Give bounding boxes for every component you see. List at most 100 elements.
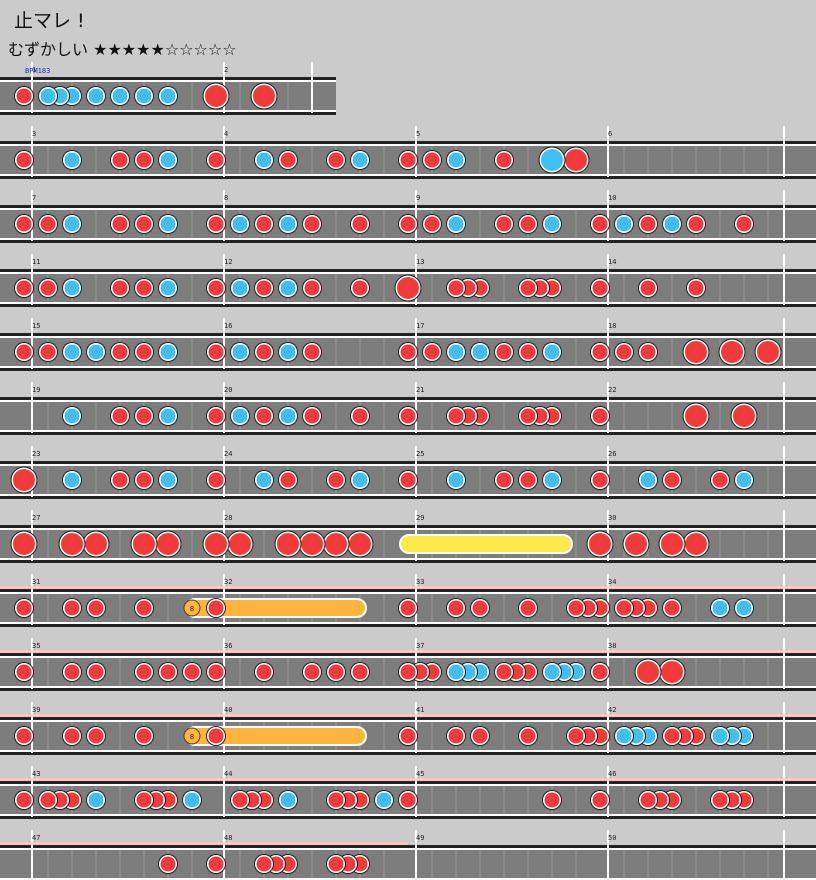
big-don-note <box>349 533 371 555</box>
don-note <box>232 792 248 808</box>
ka-note <box>160 152 176 168</box>
don-note <box>88 600 104 616</box>
don-note <box>88 664 104 680</box>
measure-number: 7 <box>32 194 36 202</box>
don-note <box>640 344 656 360</box>
measure-number: 30 <box>608 514 616 522</box>
lane-border-bottom <box>0 240 816 243</box>
lane <box>0 850 816 878</box>
lane-border-top <box>0 461 816 464</box>
big-don-note <box>85 533 107 555</box>
big-don-note <box>13 533 35 555</box>
measure-number: 5 <box>416 130 420 138</box>
ka-note <box>280 344 296 360</box>
measure-number: 2 <box>224 66 228 74</box>
ka-note <box>232 344 248 360</box>
don-note <box>304 408 320 424</box>
ka-note <box>88 344 104 360</box>
ka-note <box>40 88 56 104</box>
don-note <box>208 472 224 488</box>
lane-border-top <box>0 653 816 656</box>
don-note <box>400 344 416 360</box>
balloon-head <box>183 599 201 617</box>
ka-note <box>160 216 176 232</box>
don-note <box>520 408 536 424</box>
don-note <box>328 152 344 168</box>
ka-note <box>256 152 272 168</box>
don-note <box>112 216 128 232</box>
don-note <box>640 216 656 232</box>
big-don-note <box>277 533 299 555</box>
don-note <box>568 728 584 744</box>
don-note <box>688 280 704 296</box>
ka-note <box>64 152 80 168</box>
ka-note <box>544 664 560 680</box>
ka-note <box>448 344 464 360</box>
don-note <box>400 152 416 168</box>
don-note <box>520 216 536 232</box>
ka-note <box>712 600 728 616</box>
don-note <box>208 344 224 360</box>
big-don-note <box>721 341 743 363</box>
don-note <box>208 600 224 616</box>
don-note <box>136 600 152 616</box>
don-note <box>496 472 512 488</box>
ka-note <box>544 344 560 360</box>
don-note <box>136 408 152 424</box>
balloon-count: 8 <box>190 733 194 741</box>
measure-number: 21 <box>416 386 424 394</box>
lane-border-bottom <box>0 560 816 563</box>
measure-number: 16 <box>224 322 232 330</box>
lane-border-top <box>0 269 816 272</box>
don-note <box>112 280 128 296</box>
don-note <box>136 216 152 232</box>
measure-number: 45 <box>416 770 424 778</box>
don-note <box>16 664 32 680</box>
don-note <box>304 664 320 680</box>
ka-note <box>112 88 128 104</box>
big-don-note <box>733 405 755 427</box>
don-note <box>304 280 320 296</box>
ka-note <box>232 408 248 424</box>
don-note <box>40 792 56 808</box>
don-note <box>16 216 32 232</box>
don-note <box>16 728 32 744</box>
measure-number: 8 <box>224 194 228 202</box>
don-note <box>328 792 344 808</box>
don-note <box>136 280 152 296</box>
measure-number: 19 <box>32 386 40 394</box>
don-note <box>136 344 152 360</box>
ka-note <box>448 664 464 680</box>
don-note <box>448 728 464 744</box>
balloon-count: 8 <box>190 605 194 613</box>
ka-note <box>64 408 80 424</box>
ka-note <box>448 216 464 232</box>
don-note <box>136 664 152 680</box>
don-note <box>424 152 440 168</box>
ka-note <box>544 472 560 488</box>
lane-border-bottom <box>0 176 816 179</box>
ka-note <box>280 792 296 808</box>
measure-number: 33 <box>416 578 424 586</box>
ka-note <box>736 472 752 488</box>
measure-number: 49 <box>416 834 424 842</box>
lane-border-top <box>0 589 816 592</box>
ka-note <box>736 600 752 616</box>
lane-border-top <box>0 77 336 80</box>
lane-border-bottom <box>0 688 816 691</box>
don-note <box>400 728 416 744</box>
bpm-label: BPM183 <box>25 67 50 75</box>
don-note <box>136 792 152 808</box>
don-note <box>16 88 32 104</box>
don-note <box>136 728 152 744</box>
don-note <box>472 600 488 616</box>
don-note <box>448 280 464 296</box>
measure-number: 25 <box>416 450 424 458</box>
lane-border-bottom <box>0 816 816 819</box>
big-don-note <box>661 661 683 683</box>
don-note <box>208 408 224 424</box>
ka-note <box>544 216 560 232</box>
don-note <box>712 792 728 808</box>
measure-number: 40 <box>224 706 232 714</box>
